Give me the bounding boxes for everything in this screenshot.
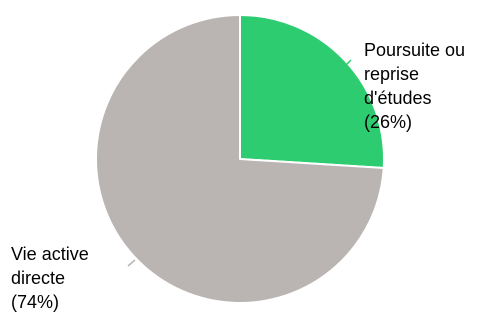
leader-line-1 — [343, 59, 352, 68]
slice-label-line: (74%) — [11, 292, 59, 312]
slice-label-line: reprise — [364, 64, 419, 84]
slice-label-2: Vie active directe (74%) — [11, 244, 89, 312]
pie-slice-2 — [95, 14, 385, 304]
slice-label-line: Poursuite ou — [364, 40, 465, 60]
pie-slices — [95, 14, 386, 304]
slice-label-line: d'études — [364, 88, 432, 108]
leader-line-2 — [127, 259, 136, 267]
slice-label-line: Vie active — [11, 244, 89, 264]
slice-labels: Poursuite ou reprise d'études (26%) Vie acti… — [11, 40, 465, 312]
pie-slice-1 — [239, 14, 386, 170]
slice-label-line: (26%) — [364, 112, 412, 132]
slice-label-line: directe — [11, 268, 65, 288]
slice-label-1: Poursuite ou reprise d'études (26%) — [364, 40, 465, 132]
leader-lines — [127, 59, 352, 267]
